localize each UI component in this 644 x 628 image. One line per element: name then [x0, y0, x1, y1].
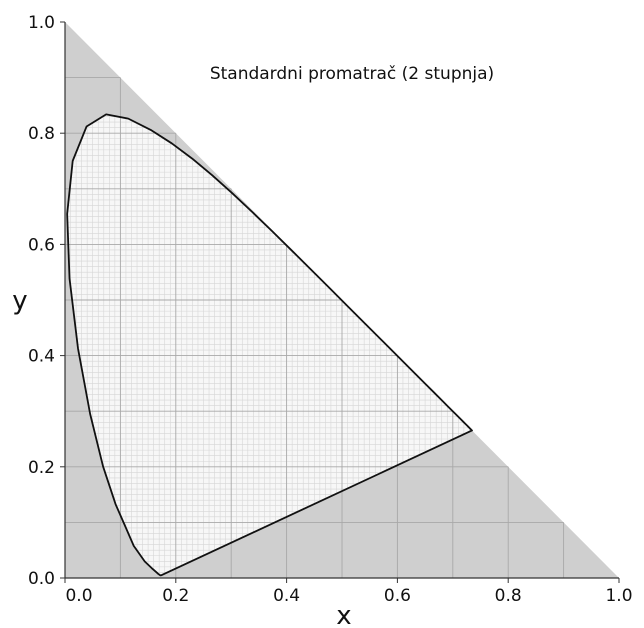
- y-tick-label: 0.4: [28, 347, 55, 367]
- y-tick-label: 0.0: [28, 569, 55, 589]
- x-axis-label: x: [336, 601, 351, 628]
- x-tick-label: 0.6: [384, 586, 411, 606]
- y-axis-label: y: [12, 286, 27, 316]
- x-tick-label: 0.2: [162, 586, 189, 606]
- y-tick-labels: 0.0 0.2 0.4 0.6 0.8 1.0: [28, 13, 65, 589]
- axes: [64, 22, 619, 579]
- y-tick-label: 0.2: [28, 458, 55, 478]
- y-tick-label: 0.8: [28, 124, 55, 144]
- x-tick-label: 0.8: [495, 586, 522, 606]
- spectral-locus-curve: [66, 113, 473, 577]
- chart-title: Standardni promatrač (2 stupnja): [210, 64, 494, 84]
- spectral-locus-fill: [67, 114, 473, 576]
- y-tick-label: 0.6: [28, 235, 55, 255]
- x-tick-label: 0.4: [273, 586, 300, 606]
- y-tick-label: 1.0: [28, 13, 55, 33]
- x-tick-label: 0.0: [65, 586, 92, 606]
- x-tick-labels: 0.0 0.2 0.4 0.6 0.8 1.0: [64, 578, 633, 606]
- x-tick-label: 1.0: [605, 586, 632, 606]
